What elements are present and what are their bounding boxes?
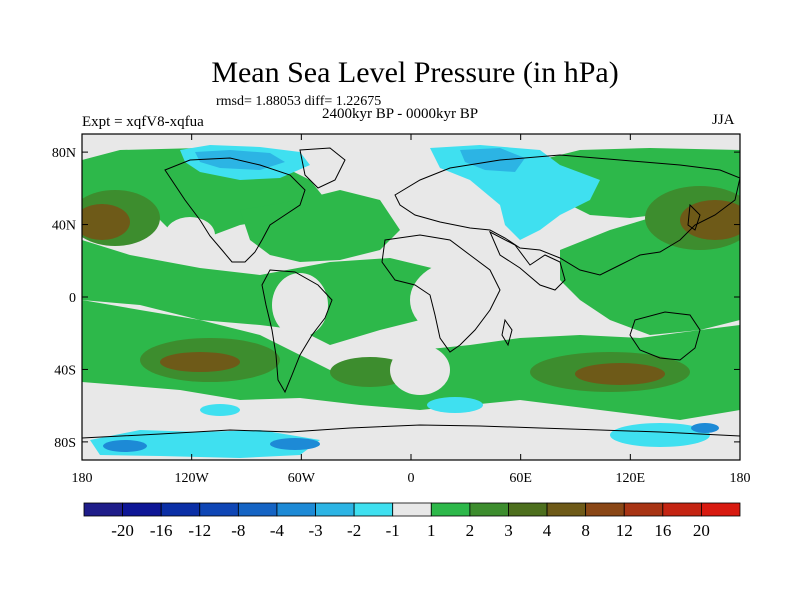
colorbar-swatch [199, 502, 239, 517]
colorbar-swatch [701, 502, 741, 517]
coast-arabia-india [488, 230, 566, 291]
colorbar-label: 2 [466, 521, 475, 540]
x-tick-label: 180 [72, 471, 93, 486]
blue-antarctic-1 [103, 440, 147, 452]
coast-australia [629, 311, 701, 361]
blue-antarctic-3 [691, 423, 719, 433]
brown-north-pacific [82, 204, 130, 240]
x-tick-label: 0 [408, 471, 415, 486]
blue-antarctic-2 [270, 438, 320, 450]
gray-patch-south-america [272, 273, 328, 337]
colorbar-label: -20 [111, 521, 134, 540]
x-axis-labels: 180 120W 60W 0 60E 120E 180 [72, 471, 751, 486]
y-tick-label: 80S [54, 436, 76, 451]
green-band-north-atlantic [240, 190, 400, 262]
colorbar-label: 16 [654, 521, 671, 540]
y-tick-label: 0 [69, 291, 76, 306]
cyan-south-atlantic [427, 397, 483, 413]
x-tick-label: 120E [616, 471, 646, 486]
coast-madagascar [501, 318, 513, 347]
gray-patch-north-pacific [165, 217, 215, 253]
cyan-weddell [200, 404, 240, 416]
coastlines [82, 147, 740, 439]
colorbar-label: 4 [543, 521, 552, 540]
colorbar-swatch [662, 502, 702, 517]
colorbar-swatch [237, 502, 278, 517]
colorbar-swatch [160, 502, 201, 517]
colorbar-swatch [508, 502, 548, 517]
colorbar-labels: -20 -16 -12 -8 -4 -3 -2 -1 1 2 3 4 8 12 16 20 [111, 521, 710, 540]
colorbar-swatch [585, 502, 625, 517]
experiment-label: Expt = xqfV8-xqfua [82, 114, 204, 130]
x-tick-label: 60W [288, 471, 316, 486]
colorbar-label: 3 [504, 521, 513, 540]
colorbar-swatch [83, 502, 123, 517]
chart-title: Mean Sea Level Pressure (in hPa) [211, 56, 619, 89]
brown-south-pacific [160, 352, 240, 372]
colorbar-label: -8 [231, 521, 245, 540]
gray-patch-atlantic [390, 345, 450, 395]
coast-greenland [299, 147, 346, 189]
coast-japan [687, 203, 701, 231]
stats-label: rmsd= 1.88053 diff= 1.22675 [216, 94, 382, 109]
x-tick-label: 120W [175, 471, 210, 486]
colorbar-swatch [430, 502, 471, 517]
season-label: JJA [712, 112, 735, 128]
colorbar-swatch [276, 502, 316, 517]
y-tick-label: 40S [54, 363, 76, 378]
olive-south-atlantic [330, 357, 410, 387]
y-axis-labels: 80N 40N 0 40S 80S [52, 146, 76, 451]
colorbar-swatch [623, 502, 664, 517]
gray-patch-africa [410, 258, 530, 342]
colorbar-label: -4 [270, 521, 285, 540]
blue-eurasia [460, 148, 525, 172]
colorbar-label: 12 [616, 521, 633, 540]
coast-south-america [261, 269, 333, 394]
colorbar [83, 502, 741, 517]
coast-eurasia [394, 154, 740, 276]
y-tick-label: 40N [52, 219, 76, 234]
colorbar-swatch [122, 502, 162, 517]
axis-ticks [81, 134, 741, 460]
coast-north-america [164, 157, 306, 263]
coast-antarctica [82, 424, 740, 439]
map-field [82, 134, 740, 460]
cyan-antarctic-east [610, 423, 710, 447]
cyan-eurasia [430, 145, 600, 240]
colorbar-label: -2 [347, 521, 361, 540]
colorbar-label: -16 [150, 521, 173, 540]
colorbar-label: 1 [427, 521, 436, 540]
y-tick-label: 80N [52, 146, 76, 161]
x-tick-label: 60E [509, 471, 532, 486]
x-tick-label: 180 [730, 471, 751, 486]
colorbar-swatch [469, 502, 509, 517]
cyan-antarctic-west [90, 430, 320, 458]
colorbar-label: 20 [693, 521, 710, 540]
brown-indian-ocean [575, 363, 665, 385]
period-label: 2400kyr BP - 0000kyr BP [322, 106, 479, 122]
colorbar-label: -1 [386, 521, 400, 540]
colorbar-swatch [353, 502, 394, 517]
colorbar-label: 8 [581, 521, 590, 540]
colorbar-label: -12 [188, 521, 211, 540]
coast-africa [381, 234, 501, 353]
colorbar-swatch [546, 502, 587, 517]
colorbar-swatch [392, 502, 432, 517]
colorbar-swatch [315, 502, 355, 517]
colorbar-label: -3 [308, 521, 322, 540]
